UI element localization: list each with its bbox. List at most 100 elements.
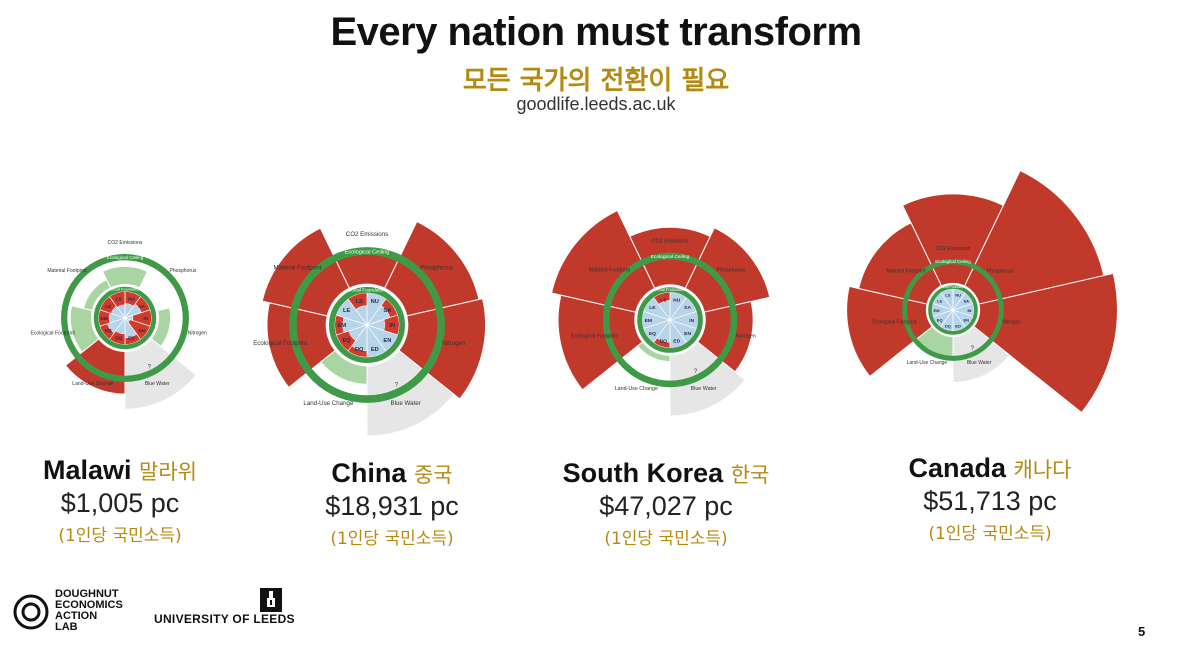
wedge-co2-emissions	[101, 265, 149, 289]
country-name: Canada 캐나다	[908, 453, 1072, 483]
slide-title: Every nation must transform	[330, 10, 862, 54]
wedge-material-footprint	[261, 227, 350, 317]
social-label-le: LE	[937, 298, 942, 303]
wedge-ecological-footprint	[69, 305, 100, 353]
social-label-in: IN	[689, 318, 694, 324]
wedge-phosphorus	[684, 227, 771, 313]
social-label-nu: NU	[955, 292, 961, 297]
social-foundation-ring	[93, 286, 157, 350]
wedge-nitrogen	[398, 298, 487, 400]
social-label-em: EM	[645, 318, 652, 324]
country-malawi: Malawi 말라위 $1,005 pc (1인당 국민소득)	[0, 455, 250, 546]
income-caption: (1인당 국민소득)	[604, 529, 728, 549]
outer-label-nitrogen: Nitrogen	[1002, 319, 1021, 325]
wedge-blue-water	[366, 349, 455, 437]
social-label-sa: SA	[383, 308, 391, 314]
outer-label-material-footprint: Material Footprint	[273, 265, 321, 272]
unknown-marker: ?	[694, 369, 698, 375]
social-label-in: IN	[389, 323, 395, 329]
country-name: Malawi 말라위	[42, 455, 197, 485]
outer-label-land-use-change: Land-Use Change	[615, 386, 658, 392]
ecological-ceiling-ring	[902, 259, 1004, 361]
outer-label-material-footprint: Material Footprint	[589, 268, 631, 274]
social-label-ed: ED	[371, 347, 379, 353]
wedge-blue-water	[952, 325, 1011, 384]
social-label-dq: DQ	[115, 336, 122, 341]
social-label-ed: ED	[955, 324, 961, 329]
outer-label-blue-water: Blue Water	[691, 386, 717, 392]
social-label-le: LE	[343, 308, 350, 314]
outer-label-ecological-footprint: Ecological Footprint	[571, 333, 618, 339]
wedge-material-footprint	[82, 278, 112, 312]
outer-label-material-footprint: Material Footprint	[887, 268, 927, 274]
social-label-eq: EQ	[343, 338, 352, 344]
social-label-ls: LS	[356, 299, 363, 305]
country-south-korea: South Korea 한국 $47,027 pc (1인당 국민소득)	[536, 458, 796, 549]
outer-label-phosphorus: Phosphorus	[420, 265, 453, 272]
social-label-dq: DQ	[945, 324, 951, 329]
doughnut-economics-logo-text: DOUGHNUT ECONOMICS ACTION LAB	[55, 588, 123, 633]
outer-label-phosphorus: Phosphorus	[716, 268, 745, 274]
outer-label-co2-emissions: CO2 Emissions	[652, 238, 689, 244]
country-name: South Korea 한국	[562, 458, 770, 488]
ecological-ceiling-label: Ecological Ceiling	[651, 254, 690, 260]
outer-label-phosphorus: Phosphorus	[169, 268, 196, 274]
wedge-co2-emissions	[901, 193, 1005, 287]
slide-subtitle: 모든 국가의 전환이 필요	[462, 66, 730, 96]
social-foundation-label: Social Foundation	[348, 288, 386, 294]
social-label-dq: DQ	[355, 347, 364, 353]
income-value: $18,931 pc	[325, 491, 459, 521]
social-label-le: LE	[105, 304, 111, 309]
unknown-marker: ?	[395, 382, 399, 388]
outer-label-nitrogen: Nitrogen	[188, 330, 207, 336]
social-label-em: EM	[101, 316, 108, 321]
page-number: 5	[1138, 624, 1146, 639]
outer-label-ecological-footprint: Ecological Footprint	[253, 340, 307, 347]
social-label-eq: EQ	[937, 318, 943, 323]
social-label-ls: LS	[116, 296, 122, 301]
outer-label-material-footprint: Material Footprint	[47, 268, 87, 274]
social-label-ls: LS	[660, 297, 667, 303]
social-sector-ls	[940, 288, 954, 311]
university-tower-icon	[260, 588, 282, 612]
income-value: $51,713 pc	[923, 486, 1057, 516]
university-of-leeds-logo: UNIVERSITY OF LEEDS	[154, 612, 295, 626]
outer-label-blue-water: Blue Water	[390, 400, 420, 407]
social-foundation-ring	[928, 285, 978, 335]
social-label-sa: SA	[684, 305, 691, 311]
social-foundation-ring	[637, 287, 703, 353]
ecological-ceiling-ring	[602, 252, 738, 388]
ecological-ceiling-label: Ecological Ceiling	[345, 249, 390, 255]
income-caption: (1인당 국민소득)	[928, 524, 1052, 544]
ecological-ceiling-ring	[61, 254, 189, 382]
income-caption: (1인당 국민소득)	[58, 526, 182, 546]
source-url: goodlife.leeds.ac.uk	[516, 94, 676, 114]
wedge-phosphorus	[963, 169, 1105, 305]
income-caption: (1인당 국민소득)	[330, 529, 454, 549]
social-label-sa: SA	[139, 304, 146, 309]
income-value: $47,027 pc	[599, 491, 733, 521]
outer-label-blue-water: Blue Water	[145, 381, 170, 387]
social-label-ed: ED	[673, 339, 680, 345]
income-value: $1,005 pc	[60, 488, 180, 518]
social-label-em: EM	[338, 323, 347, 329]
country-china: China 중국 $18,931 pc (1인당 국민소득)	[262, 458, 522, 549]
outer-label-co2-emissions: CO2 Emissions	[936, 246, 971, 252]
social-label-en: EN	[139, 328, 146, 333]
wedge-blue-water	[669, 341, 746, 417]
social-foundation-ring	[328, 286, 406, 364]
doughnut-economics-logo-icon	[13, 594, 49, 630]
wedge-material-footprint	[550, 209, 656, 313]
social-label-sa: SA	[964, 298, 970, 303]
social-sector-ls	[347, 292, 368, 326]
social-label-nu: NU	[128, 296, 135, 301]
wedge-ecological-footprint	[846, 285, 933, 378]
social-foundation-label: Social Foundation	[109, 286, 140, 291]
social-label-nu: NU	[673, 297, 681, 303]
outer-label-land-use-change: Land-Use Change	[907, 360, 948, 366]
social-foundation-label: Social Foundation	[939, 285, 967, 289]
outer-label-blue-water: Blue Water	[967, 360, 992, 366]
social-label-nu: NU	[371, 299, 379, 305]
outer-label-nitrogen: Nitrogen	[442, 340, 466, 347]
